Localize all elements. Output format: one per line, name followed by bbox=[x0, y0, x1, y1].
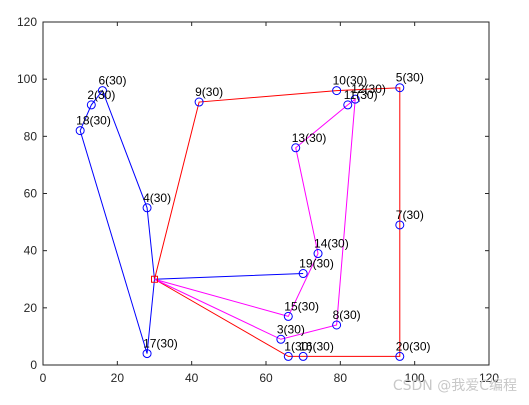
customer-label: 16(30) bbox=[299, 339, 334, 353]
customer-point bbox=[313, 249, 323, 259]
y-tick-label: 40 bbox=[24, 244, 38, 258]
y-tick-label: 120 bbox=[17, 15, 37, 29]
route-3-line bbox=[154, 98, 356, 340]
customer-point bbox=[332, 86, 342, 96]
customer-label: 13(30) bbox=[292, 131, 327, 145]
customer-points bbox=[75, 83, 405, 361]
y-tick-label: 20 bbox=[24, 301, 38, 315]
customer-label: 4(30) bbox=[143, 191, 171, 205]
customer-point bbox=[276, 334, 286, 344]
customer-label: 6(30) bbox=[98, 74, 126, 88]
customer-point bbox=[350, 94, 360, 104]
customer-label: 14(30) bbox=[314, 237, 349, 251]
customer-label: 2(30) bbox=[87, 88, 115, 102]
y-tick-label: 60 bbox=[24, 187, 38, 201]
axis-ticks: 0 20 40 60 80 100 120 0 20 40 60 80 100 120 bbox=[17, 15, 499, 385]
customer-label: 1(30) bbox=[284, 339, 312, 353]
customer-label: 20(30) bbox=[396, 339, 431, 353]
route-lines bbox=[79, 87, 401, 357]
customer-label: 12(30) bbox=[351, 82, 386, 96]
x-tick-label: 100 bbox=[405, 371, 425, 385]
customer-label: 18(30) bbox=[76, 114, 111, 128]
customer-point bbox=[332, 320, 342, 330]
x-tick-label: 120 bbox=[479, 371, 499, 385]
y-tick-label: 80 bbox=[24, 129, 38, 143]
customer-label: 11(30) bbox=[344, 88, 378, 102]
customer-point bbox=[395, 351, 405, 361]
customer-point bbox=[291, 143, 301, 153]
customer-label: 10(30) bbox=[333, 74, 368, 88]
customer-label: 17(30) bbox=[143, 337, 178, 351]
point-labels: 1(30) 2(30) 3(30) 4(30) 5(30) 6(30) 7(30) 8(30)… bbox=[76, 71, 430, 354]
customer-point bbox=[142, 203, 152, 213]
x-tick-label: 20 bbox=[111, 371, 125, 385]
customer-label: 5(30) bbox=[396, 71, 424, 85]
y-tick-label: 100 bbox=[17, 72, 37, 86]
depot-marker bbox=[151, 275, 158, 283]
customer-point bbox=[283, 351, 293, 361]
customer-point bbox=[142, 349, 152, 359]
route-2-line bbox=[154, 87, 401, 357]
customer-point bbox=[298, 351, 308, 361]
customer-label: 8(30) bbox=[333, 308, 361, 322]
customer-label: 9(30) bbox=[195, 85, 223, 99]
x-tick-label: 60 bbox=[259, 371, 273, 385]
customer-point bbox=[298, 269, 308, 279]
customer-label: 15(30) bbox=[284, 299, 319, 313]
route-1-line bbox=[79, 89, 304, 354]
y-tick-label: 0 bbox=[30, 358, 37, 372]
customer-point bbox=[283, 311, 293, 321]
customer-label: 19(30) bbox=[299, 257, 334, 271]
x-tick-label: 0 bbox=[40, 371, 47, 385]
x-tick-label: 80 bbox=[334, 371, 348, 385]
customer-point bbox=[343, 100, 353, 110]
customer-point bbox=[97, 86, 107, 96]
watermark-text: CSDN @我爱C编程 bbox=[392, 378, 517, 394]
customer-point bbox=[86, 100, 96, 110]
customer-point bbox=[395, 220, 405, 230]
customer-point bbox=[194, 97, 204, 107]
customer-label: 7(30) bbox=[396, 208, 424, 222]
customer-label: 3(30) bbox=[277, 322, 305, 336]
x-tick-label: 40 bbox=[185, 371, 199, 385]
customer-point bbox=[75, 126, 85, 136]
customer-point bbox=[395, 83, 405, 93]
